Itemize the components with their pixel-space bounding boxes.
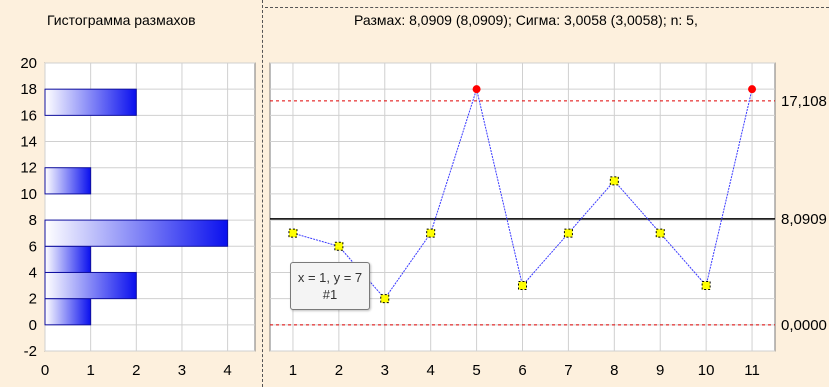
data-point bbox=[334, 241, 344, 251]
histogram-y-tick-label: 14 bbox=[20, 134, 37, 151]
tooltip-point-id: #1 bbox=[322, 287, 338, 302]
control-chart-title: Размах: 8,0909 (8,0909); Сигма: 3,0058 (… bbox=[354, 12, 698, 28]
histogram-bar bbox=[44, 245, 92, 273]
histogram-y-tick-label: -2 bbox=[24, 343, 37, 360]
histogram-x-tick-label: 3 bbox=[178, 362, 186, 379]
histogram-y-tick-label: 2 bbox=[29, 291, 37, 308]
lcl-label: 0,0000 bbox=[781, 317, 827, 334]
histogram-y-tick-label: 12 bbox=[20, 160, 37, 177]
data-point bbox=[288, 228, 298, 238]
histogram-y-tick-label: 18 bbox=[20, 81, 37, 98]
panel-divider bbox=[262, 0, 263, 387]
control-x-tick-label: 1 bbox=[289, 362, 297, 379]
control-x-tick-label: 9 bbox=[656, 362, 664, 379]
histogram-y-tick-label: 6 bbox=[29, 238, 37, 255]
histogram-y-tick-label: 16 bbox=[20, 107, 37, 124]
out-of-control-point bbox=[472, 85, 481, 94]
panel-top-border bbox=[265, 7, 829, 8]
out-of-control-point bbox=[748, 85, 757, 94]
control-x-tick-label: 8 bbox=[610, 362, 618, 379]
control-chart-panel: Размах: 8,0909 (8,0909); Сигма: 3,0058 (… bbox=[262, 0, 829, 387]
control-x-tick-label: 10 bbox=[698, 362, 715, 379]
control-x-tick-label: 7 bbox=[564, 362, 572, 379]
histogram-x-tick-label: 1 bbox=[86, 362, 94, 379]
data-point bbox=[655, 228, 665, 238]
data-point bbox=[518, 281, 527, 291]
histogram-y-tick-label: 0 bbox=[29, 317, 37, 334]
control-x-tick-label: 6 bbox=[518, 362, 526, 379]
center-line-label: 8,0909 bbox=[781, 211, 827, 228]
data-point bbox=[609, 176, 619, 186]
histogram-y-tick-label: 8 bbox=[29, 212, 37, 229]
tooltip-coordinates: x = 1, y = 7 bbox=[297, 270, 363, 285]
data-point bbox=[426, 228, 436, 238]
control-x-tick-label: 5 bbox=[472, 362, 480, 379]
control-x-tick-label: 11 bbox=[744, 362, 760, 379]
histogram-bar bbox=[44, 167, 92, 195]
histogram-bar bbox=[44, 298, 92, 326]
ucl-label: 17,108 bbox=[781, 93, 827, 110]
histogram-title: Гистограмма размахов bbox=[47, 12, 196, 28]
control-x-tick-label: 2 bbox=[335, 362, 343, 379]
data-point bbox=[563, 228, 573, 238]
histogram-y-tick-label: 20 bbox=[20, 55, 37, 72]
data-point-tooltip: x = 1, y = 7 #1 bbox=[290, 262, 370, 310]
histogram-bar bbox=[44, 219, 229, 247]
data-point bbox=[380, 294, 390, 304]
histogram-bar bbox=[44, 88, 137, 116]
control-x-tick-label: 3 bbox=[381, 362, 389, 379]
histogram-x-tick-label: 0 bbox=[41, 362, 49, 379]
histogram-y-tick-label: 4 bbox=[29, 264, 37, 281]
histogram-x-tick-label: 4 bbox=[223, 362, 231, 379]
control-x-tick-label: 4 bbox=[427, 362, 435, 379]
histogram-x-tick-label: 2 bbox=[132, 362, 140, 379]
histogram-panel: Гистограмма размахов 0 1 2 3 4 -2 0 2 4 6 8 10 12 14 1… bbox=[0, 0, 262, 387]
histogram-y-tick-label: 10 bbox=[20, 186, 37, 203]
data-point bbox=[701, 281, 711, 291]
